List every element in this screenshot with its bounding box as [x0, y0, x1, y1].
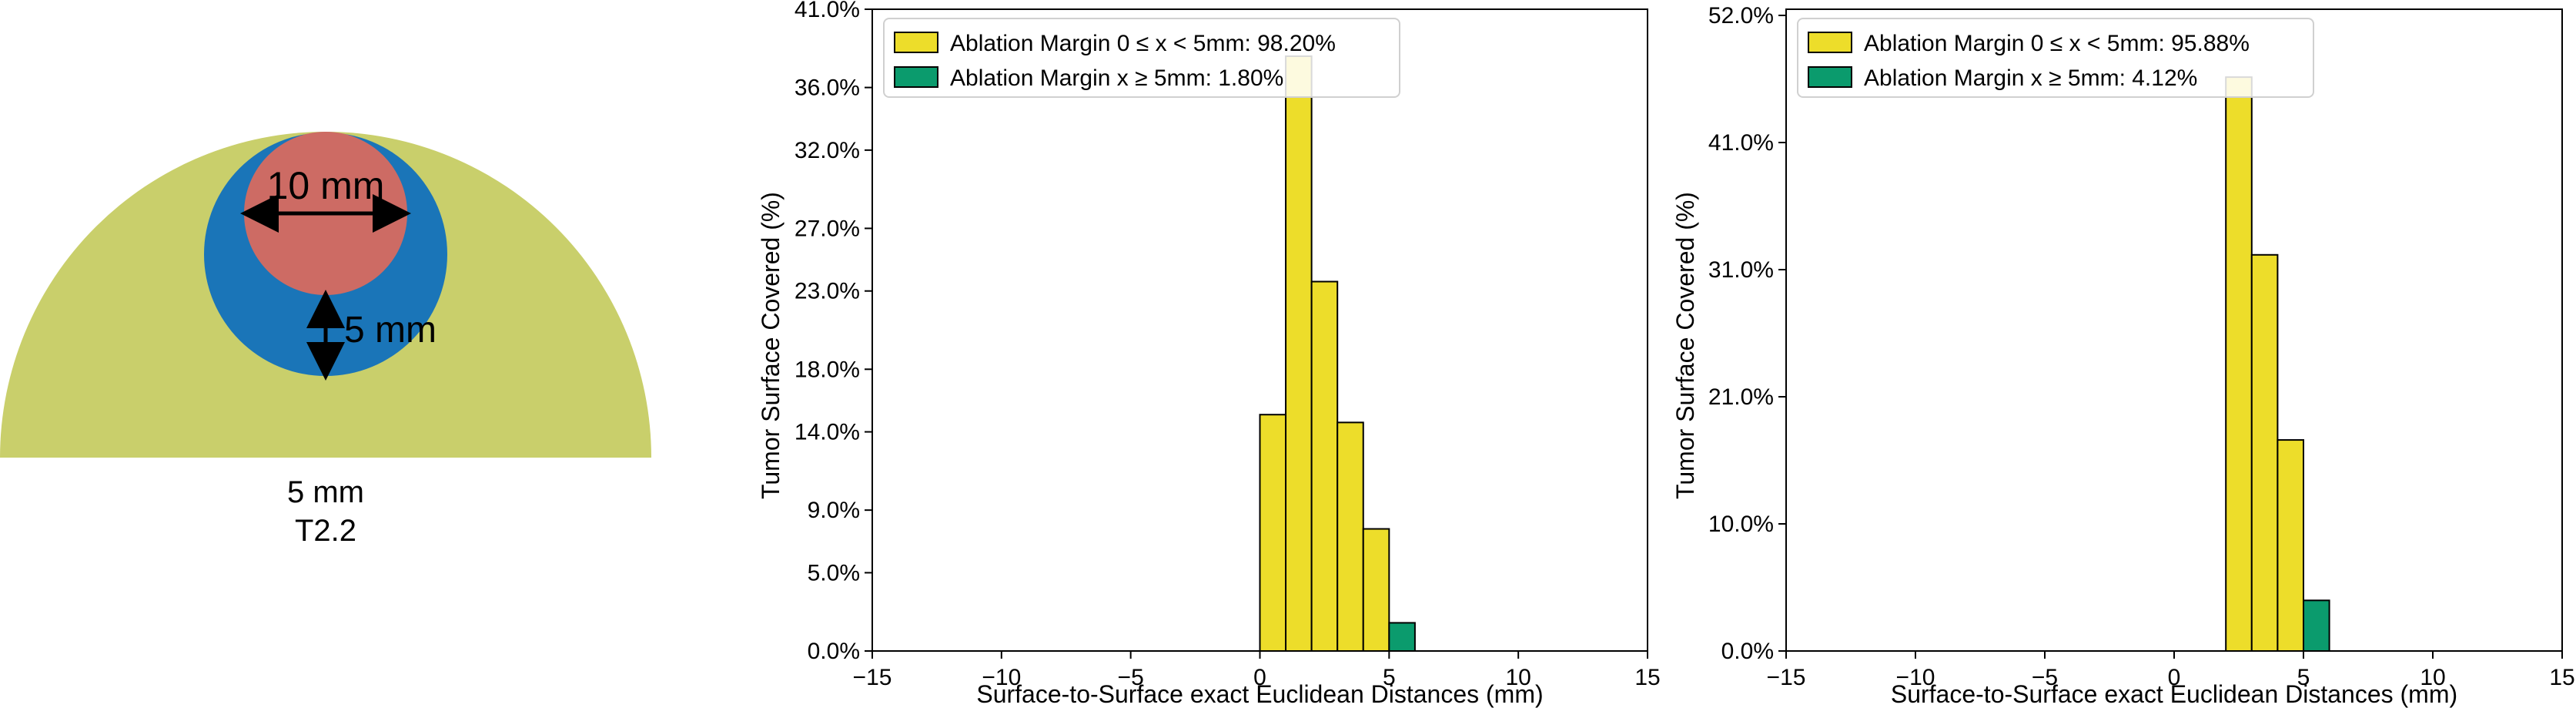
legend: Ablation Margin 0 ≤ x < 5mm: 98.20% Ablat…	[883, 18, 1400, 98]
legend-entry: Ablation Margin 0 ≤ x < 5mm: 95.88%	[1864, 31, 2250, 56]
legend-swatch	[894, 32, 938, 53]
tumor-diameter-label: 10 mm	[267, 164, 385, 207]
y-tick-label: 14.0%	[795, 420, 860, 445]
legend-entry: Ablation Margin x ≥ 5mm: 4.12%	[1864, 65, 2197, 91]
histogram-bar	[2303, 599, 2330, 653]
x-tick-label: 10	[2420, 665, 2445, 690]
legend-swatch	[1808, 32, 1852, 53]
y-axis-label: Tumor Surface Covered (%)	[1671, 192, 1699, 499]
y-tick-label: 10.0%	[1708, 512, 1774, 537]
x-tick-label: 15	[1634, 665, 1660, 690]
x-axis-label: Surface-to-Surface exact Euclidean Dista…	[976, 680, 1543, 708]
y-tick-label: 31.0%	[1708, 257, 1774, 283]
y-tick-label: 36.0%	[795, 75, 860, 101]
y-tick-label: 27.0%	[795, 216, 860, 241]
histogram-bar	[2250, 253, 2279, 652]
x-tick-label: −10	[1896, 665, 1935, 690]
histogram-bar	[2277, 439, 2304, 652]
histogram-bar	[1310, 280, 1339, 652]
legend-swatch	[1808, 66, 1852, 88]
legend-entry: Ablation Margin 0 ≤ x < 5mm: 98.20%	[950, 31, 1336, 56]
y-tick-label: 0.0%	[808, 639, 860, 664]
histogram-bar	[1259, 414, 1287, 653]
x-tick-label: −5	[2032, 665, 2058, 690]
histogram-chart-2: −15 −10 −5 0 5 10 15 0.0% 10.0% 21.0% 31.0% 41.0% 52…	[1671, 3, 2575, 708]
x-tick-label: 0	[2168, 665, 2181, 690]
x-tick-label: 15	[2549, 665, 2574, 690]
y-tick-label: 18.0%	[795, 357, 860, 382]
x-tick-label: 10	[1505, 665, 1531, 690]
ablation-diagram: 10 mm 5 mm 5 mm T2.2	[0, 132, 651, 548]
y-tick-label: 41.0%	[1708, 130, 1774, 156]
legend-swatch	[894, 66, 938, 88]
histogram-bar	[1337, 421, 1364, 652]
x-tick-label: −15	[853, 665, 892, 690]
legend: Ablation Margin 0 ≤ x < 5mm: 95.88% Ablat…	[1797, 18, 2314, 98]
y-tick-label: 23.0%	[795, 279, 860, 304]
y-tick-label: 21.0%	[1708, 384, 1774, 410]
histogram-bar	[1388, 622, 1416, 652]
x-tick-label: 0	[1253, 665, 1266, 690]
legend-box	[883, 18, 1400, 98]
caption-line-1: 5 mm	[287, 475, 364, 509]
y-tick-label: 5.0%	[808, 560, 860, 586]
histogram-bar	[1285, 55, 1313, 652]
histogram-bar	[2225, 76, 2253, 652]
y-axis-label: Tumor Surface Covered (%)	[757, 192, 785, 499]
y-tick-label: 32.0%	[795, 138, 860, 163]
x-tick-label: −10	[982, 665, 1021, 690]
y-tick-label: 52.0%	[1708, 3, 1774, 29]
histogram-chart-1: −15 −10 −5 0 5 10 15 0.0% 5.0% 9.0% 14.0% 18.0% 23.0…	[757, 0, 1661, 708]
histogram-bar	[1362, 528, 1390, 653]
y-tick-label: 0.0%	[1721, 639, 1774, 664]
x-tick-label: −15	[1767, 665, 1806, 690]
legend-entry: Ablation Margin x ≥ 5mm: 1.80%	[950, 65, 1283, 91]
caption-line-2: T2.2	[295, 514, 356, 548]
x-axis-label: Surface-to-Surface exact Euclidean Dista…	[1891, 680, 2457, 708]
y-tick-label: 9.0%	[808, 498, 860, 523]
plot-frame	[1785, 8, 2563, 652]
y-tick-label: 41.0%	[795, 0, 860, 22]
x-tick-label: −5	[1118, 665, 1144, 690]
x-tick-label: 5	[1383, 665, 1396, 690]
margin-width-label: 5 mm	[344, 310, 437, 351]
x-tick-label: 5	[2297, 665, 2310, 690]
legend-box	[1797, 18, 2314, 98]
